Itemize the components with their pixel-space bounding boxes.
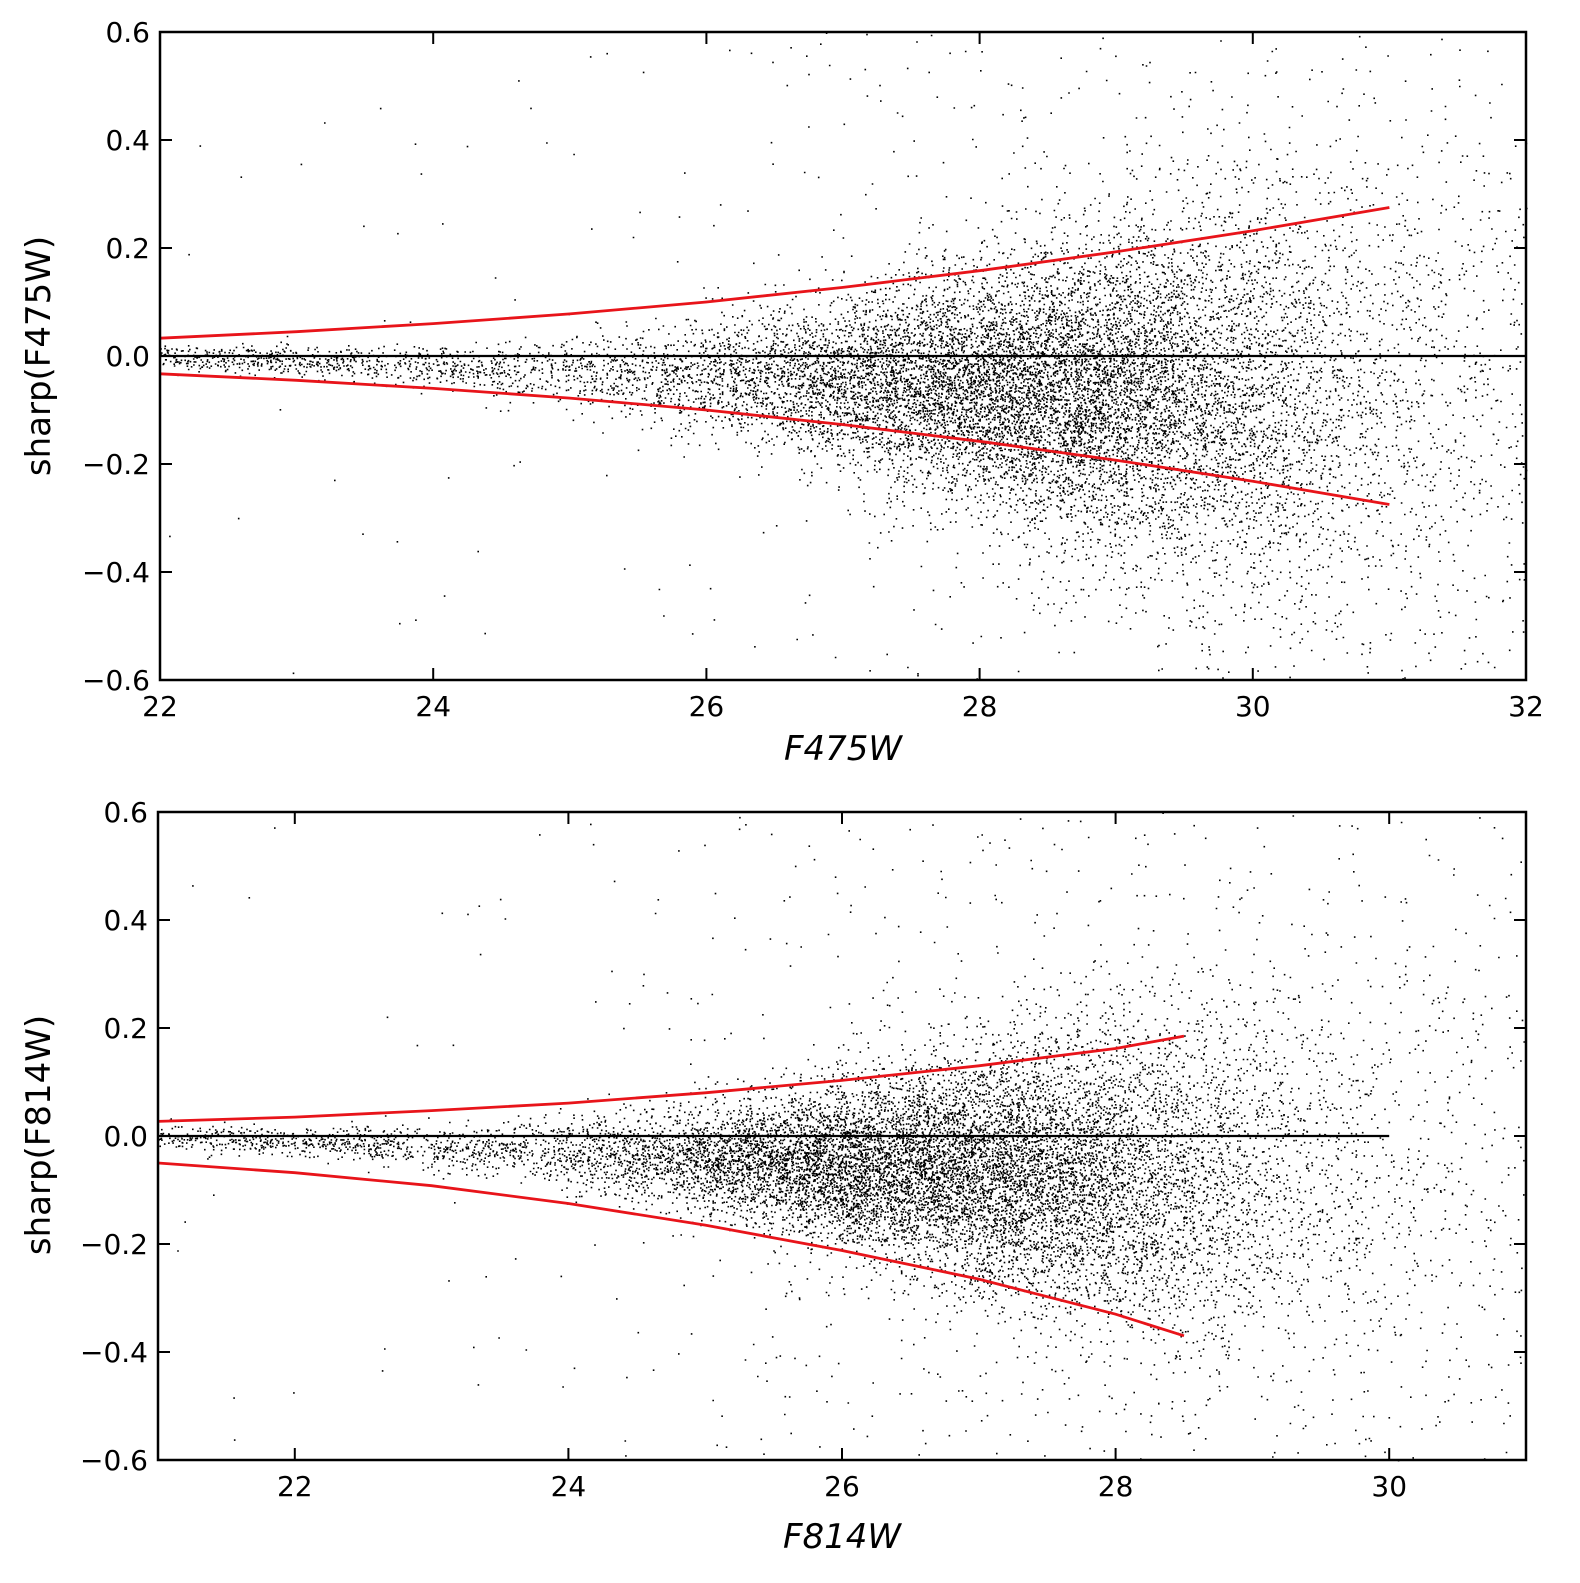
- top-upper-envelope-line: [159, 206, 1390, 340]
- top-x-tick-label: 32: [1508, 690, 1544, 723]
- top-y-tick-label: 0.0: [105, 340, 150, 373]
- top-x-axis-label: F475W: [784, 729, 903, 769]
- bottom-y-tick-label: 0.6: [103, 796, 148, 829]
- bottom-x-tick-label: 30: [1371, 1470, 1407, 1503]
- top-lower-envelope-line: [159, 372, 1390, 506]
- bottom-lower-envelope-line: [157, 1161, 1185, 1338]
- bottom-y-tick-label: −0.6: [80, 1444, 148, 1477]
- top-x-tick-label: 26: [689, 690, 725, 723]
- bottom-lines: [157, 1034, 1390, 1338]
- top-panel: 22 24 26 28 30 32 −0.6 −0.4 −0.2 0.0 0.2 0.4 0.6 F47…: [19, 16, 1544, 769]
- top-x-tick-label: 24: [415, 690, 451, 723]
- top-axis-ticks: 22 24 26 28 30 32 −0.6 −0.4 −0.2 0.0 0.2 0.4 0.6: [82, 16, 1544, 723]
- bottom-upper-envelope-line: [157, 1034, 1185, 1123]
- top-x-tick-label: 28: [962, 690, 998, 723]
- top-y-tick-label: −0.4: [82, 556, 150, 589]
- bottom-y-tick-label: 0.0: [103, 1120, 148, 1153]
- top-x-tick-label: 30: [1235, 690, 1271, 723]
- bottom-y-tick-label: 0.4: [103, 904, 148, 937]
- bottom-x-tick-label: 26: [824, 1470, 860, 1503]
- top-y-tick-label: −0.2: [82, 448, 150, 481]
- bottom-x-tick-label: 24: [551, 1470, 587, 1503]
- bottom-x-tick-label: 22: [277, 1470, 313, 1503]
- bottom-y-axis-label: sharp(F814W): [19, 1015, 59, 1255]
- bottom-axis-ticks: 22 24 26 28 30 −0.6 −0.4 −0.2 0.0 0.2 0.4 0.6: [80, 796, 1526, 1503]
- bottom-y-tick-label: 0.2: [103, 1012, 148, 1045]
- top-y-axis-label: sharp(F475W): [19, 236, 59, 476]
- top-lines: [159, 206, 1526, 506]
- top-x-tick-label: 22: [142, 690, 178, 723]
- bottom-panel: 22 24 26 28 30 −0.6 −0.4 −0.2 0.0 0.2 0.4 0.6 F814W…: [19, 796, 1528, 1557]
- top-y-tick-label: 0.4: [105, 124, 150, 157]
- top-y-tick-label: 0.2: [105, 232, 150, 265]
- bottom-y-tick-label: −0.4: [80, 1336, 148, 1369]
- top-y-tick-label: −0.6: [82, 664, 150, 697]
- bottom-y-tick-label: −0.2: [80, 1228, 148, 1261]
- bottom-x-axis-label: F814W: [783, 1517, 902, 1557]
- bottom-x-tick-label: 28: [1098, 1470, 1134, 1503]
- top-y-tick-label: 0.6: [105, 16, 150, 49]
